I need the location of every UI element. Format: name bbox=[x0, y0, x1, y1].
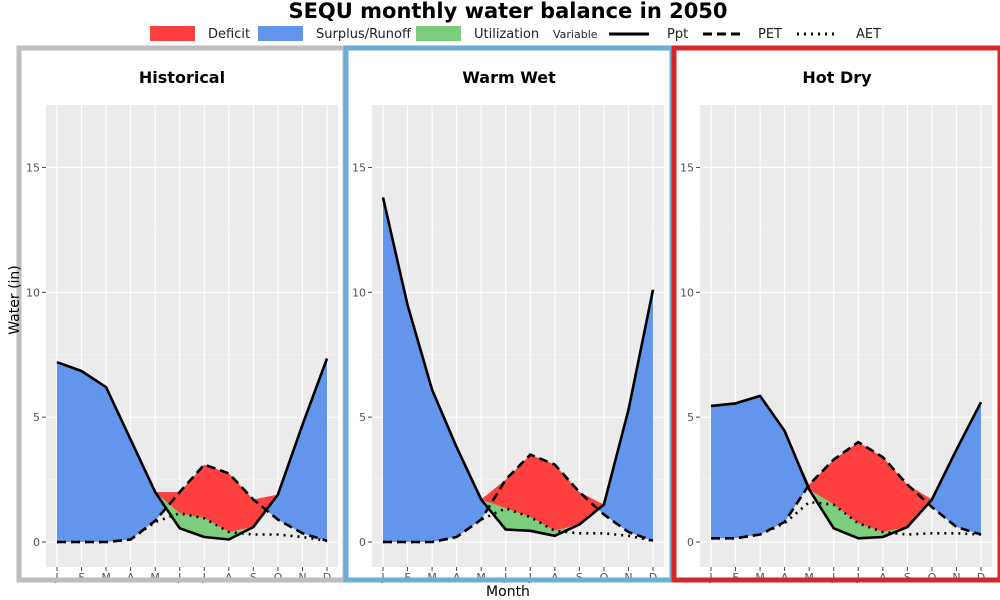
legend-label-surplus-runoff: Surplus/Runoff bbox=[316, 27, 412, 42]
y-tick-label: 10 bbox=[26, 286, 40, 299]
y-tick-label: 10 bbox=[680, 286, 694, 299]
y-tick-label: 15 bbox=[26, 161, 40, 174]
legend-key-deficit bbox=[150, 26, 195, 41]
chart-title: SEQU monthly water balance in 2050 bbox=[288, 0, 727, 23]
area-deficit bbox=[57, 358, 327, 532]
panel-title: Hot Dry bbox=[802, 68, 872, 87]
panel-title: Historical bbox=[139, 68, 225, 87]
y-tick-label: 5 bbox=[359, 411, 366, 424]
area-deficit bbox=[711, 395, 981, 532]
area-surplus-runoff bbox=[711, 395, 981, 539]
x-axis-title: Month bbox=[486, 584, 530, 600]
line-aet bbox=[711, 500, 982, 540]
line-pet bbox=[57, 463, 328, 544]
legend-label-utilization: Utilization bbox=[474, 27, 539, 42]
legend-label-pet: PET bbox=[758, 27, 782, 42]
legend-label-ppt: Ppt bbox=[667, 27, 688, 42]
y-axis-title: Water (in) bbox=[7, 265, 23, 335]
y-tick-label: 5 bbox=[33, 411, 40, 424]
legend-label-aet: AET bbox=[856, 27, 881, 42]
legend-key-surplus-runoff bbox=[258, 26, 303, 41]
legend-title-variable: Variable bbox=[553, 28, 598, 41]
line-ppt bbox=[56, 358, 329, 541]
line-aet bbox=[383, 506, 654, 544]
y-tick-label: 0 bbox=[33, 536, 40, 549]
y-tick-label: 10 bbox=[352, 286, 366, 299]
legend-label-deficit: Deficit bbox=[208, 27, 250, 42]
line-pet bbox=[383, 453, 654, 544]
y-tick-label: 5 bbox=[687, 411, 694, 424]
y-tick-label: 0 bbox=[687, 536, 694, 549]
area-surplus-runoff bbox=[383, 197, 653, 542]
y-tick-label: 15 bbox=[352, 161, 366, 174]
panel-border bbox=[671, 45, 1000, 583]
line-ppt bbox=[710, 394, 983, 540]
y-tick-label: 15 bbox=[680, 161, 694, 174]
panel-title: Warm Wet bbox=[462, 68, 556, 87]
line-pet bbox=[711, 440, 982, 540]
y-tick-label: 0 bbox=[359, 536, 366, 549]
legend-key-utilization bbox=[416, 26, 461, 41]
legend: Deficit Surplus/Runoff Utilization Variable… bbox=[150, 26, 881, 42]
line-ppt bbox=[381, 197, 655, 538]
area-surplus-runoff bbox=[57, 358, 327, 542]
